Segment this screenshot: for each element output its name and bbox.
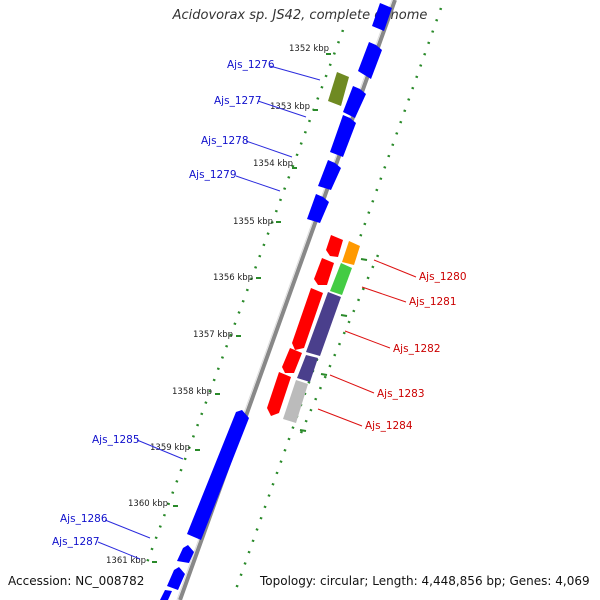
feature-block[interactable] (297, 355, 318, 382)
gene-label[interactable]: Ajs_1277 (214, 95, 262, 107)
gene-arrow[interactable] (167, 567, 185, 590)
gene-label[interactable]: Ajs_1279 (189, 169, 237, 181)
gene-label[interactable]: Ajs_1284 (365, 420, 413, 432)
gene-label[interactable]: Ajs_1285 (92, 434, 140, 446)
gene-arrow[interactable] (292, 288, 323, 350)
tick-group: 1352 kbp 1353 kbp 1354 kbp 1355 kbp 1356… (106, 44, 368, 566)
forward-labels: Ajs_1276 Ajs_1277 Ajs_1278 Ajs_1279 Ajs_… (52, 59, 275, 548)
gene-label[interactable]: Ajs_1287 (52, 536, 100, 548)
tick-label: 1356 kbp (213, 273, 253, 283)
gene-arrow[interactable] (187, 410, 249, 540)
gene-arrow[interactable] (372, 3, 392, 31)
tick-mark (340, 314, 348, 317)
gene-label[interactable]: Ajs_1278 (201, 135, 249, 147)
gene-arrow[interactable] (177, 545, 194, 563)
gene-arrow[interactable] (328, 72, 349, 106)
reverse-labels: Ajs_1280 Ajs_1281 Ajs_1282 Ajs_1283 Ajs_… (365, 271, 467, 432)
feature-block[interactable] (330, 263, 352, 295)
gene-arrow[interactable] (326, 235, 343, 257)
gene-label[interactable]: Ajs_1283 (377, 388, 425, 400)
gene-arrow[interactable] (330, 115, 356, 157)
tick-label: 1355 kbp (233, 217, 273, 227)
feature-block[interactable] (283, 380, 308, 423)
gene-arrow[interactable] (282, 348, 302, 373)
tick-label: 1358 kbp (172, 387, 212, 397)
label-connector (257, 100, 307, 118)
gene-label[interactable]: Ajs_1280 (419, 271, 467, 283)
map-title: Acidovorax sp. JS42, complete genome (172, 8, 428, 23)
tick-mark (360, 258, 368, 261)
tick-mark (320, 373, 328, 376)
label-connector (245, 140, 293, 158)
reverse-genes (267, 235, 360, 423)
label-connector (97, 541, 141, 560)
label-connector (136, 439, 184, 460)
label-connector (373, 259, 417, 278)
feature-block[interactable] (342, 241, 360, 265)
tick-mark (299, 429, 307, 432)
gene-arrow[interactable] (314, 258, 334, 285)
label-connector (361, 286, 407, 303)
tick-label: 1354 kbp (253, 159, 293, 169)
gene-label[interactable]: Ajs_1286 (60, 513, 108, 525)
label-connector (317, 408, 363, 427)
gene-label[interactable]: Ajs_1282 (393, 343, 441, 355)
gene-arrow[interactable] (267, 372, 291, 416)
tick-label: 1359 kbp (150, 443, 190, 453)
tick-label: 1353 kbp (270, 102, 310, 112)
label-connector (344, 330, 391, 349)
forward-genes (160, 3, 392, 600)
gene-arrow[interactable] (307, 194, 329, 223)
outer-track-right (233, 7, 443, 593)
tick-label: 1357 kbp (193, 330, 233, 340)
gene-arrow[interactable] (358, 42, 382, 79)
genome-summary-text: Topology: circular; Length: 4,448,856 bp… (260, 574, 590, 588)
gene-arrow[interactable] (160, 590, 172, 600)
tick-label: 1361 kbp (106, 556, 146, 566)
label-connector (269, 65, 321, 81)
reverse-connectors (317, 259, 417, 427)
label-connector (235, 175, 281, 192)
tick-label: 1360 kbp (128, 499, 168, 509)
gene-label[interactable]: Ajs_1281 (409, 296, 457, 308)
gene-label[interactable]: Ajs_1276 (227, 59, 275, 71)
gene-arrow[interactable] (318, 160, 341, 190)
label-connector (104, 519, 151, 539)
feature-block[interactable] (306, 292, 341, 356)
label-connector (329, 374, 375, 394)
forward-connectors (97, 65, 321, 560)
accession-text: Accession: NC_008782 (8, 574, 145, 588)
gene-arrow[interactable] (343, 86, 366, 118)
tick-label: 1352 kbp (289, 44, 329, 54)
